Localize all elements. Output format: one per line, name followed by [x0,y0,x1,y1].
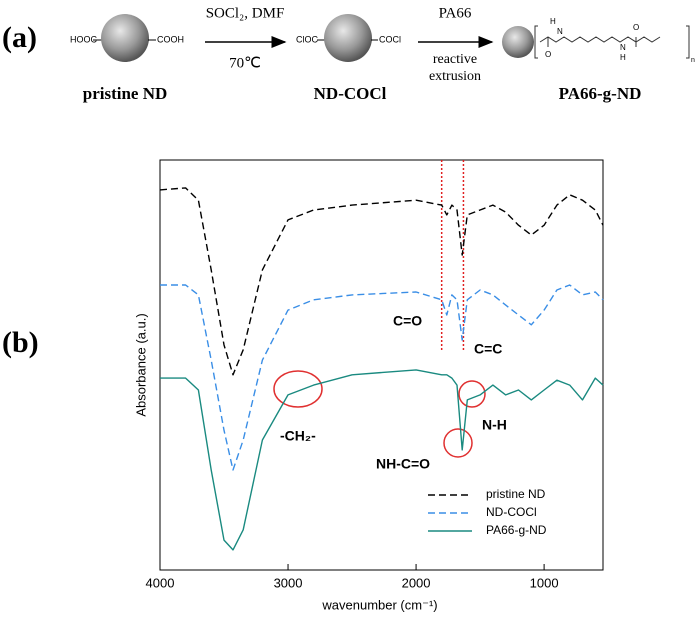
group-label: COOH [157,34,184,44]
x-tick-label: 4000 [146,575,175,590]
annotation: C=C [474,341,502,357]
legend-label: PA66-g-ND [486,523,547,537]
nanodiamond [324,14,372,62]
compound-name: PA66-g-ND [559,84,642,103]
nanodiamond [101,14,149,62]
legend-label: ND-COCl [486,505,537,519]
annotation: -CH₂- [280,428,316,444]
spectrum-line [159,187,604,376]
atom-label: N [620,43,626,52]
atom-label: O [633,23,639,32]
panel-label: (a) [2,21,37,54]
atom-label: n [691,57,695,64]
atom-label: O [545,50,551,59]
spectrum-line [160,284,604,471]
group-label: HOOC [70,34,98,44]
legend-label: pristine ND [486,487,546,501]
reagent: PA66 [439,5,472,21]
nanodiamond [502,26,534,58]
annotation: NH-C=O [376,456,430,472]
condition: reactive [433,52,477,67]
plot-frame [159,159,604,571]
x-tick-label: 1000 [530,575,559,590]
x-tick-label: 3000 [274,575,303,590]
atom-label: N [557,27,563,36]
annotation: C=O [393,313,422,329]
highlight-circle [273,370,323,408]
reagent: SOCl₂, DMF [206,5,285,21]
panel-label: (b) [2,326,39,359]
highlight-circle [443,428,473,458]
compound-name: ND-COCl [314,84,387,103]
polymer-structure [534,25,690,59]
condition: extrusion [429,69,481,84]
group-label: COCl [379,34,401,44]
x-axis-label: wavenumber (cm⁻¹) [321,597,437,612]
atom-label: H [550,17,556,26]
annotation: N-H [482,417,507,433]
x-tick-label: 2000 [402,575,431,590]
highlight-circle [458,380,486,408]
atom-label: H [620,53,626,62]
y-axis-label: Absorbance (a.u.) [133,313,148,416]
spectrum-line [160,369,604,551]
condition: 70℃ [229,55,261,71]
compound-name: pristine ND [83,84,168,103]
group-label: ClOC [296,34,318,44]
